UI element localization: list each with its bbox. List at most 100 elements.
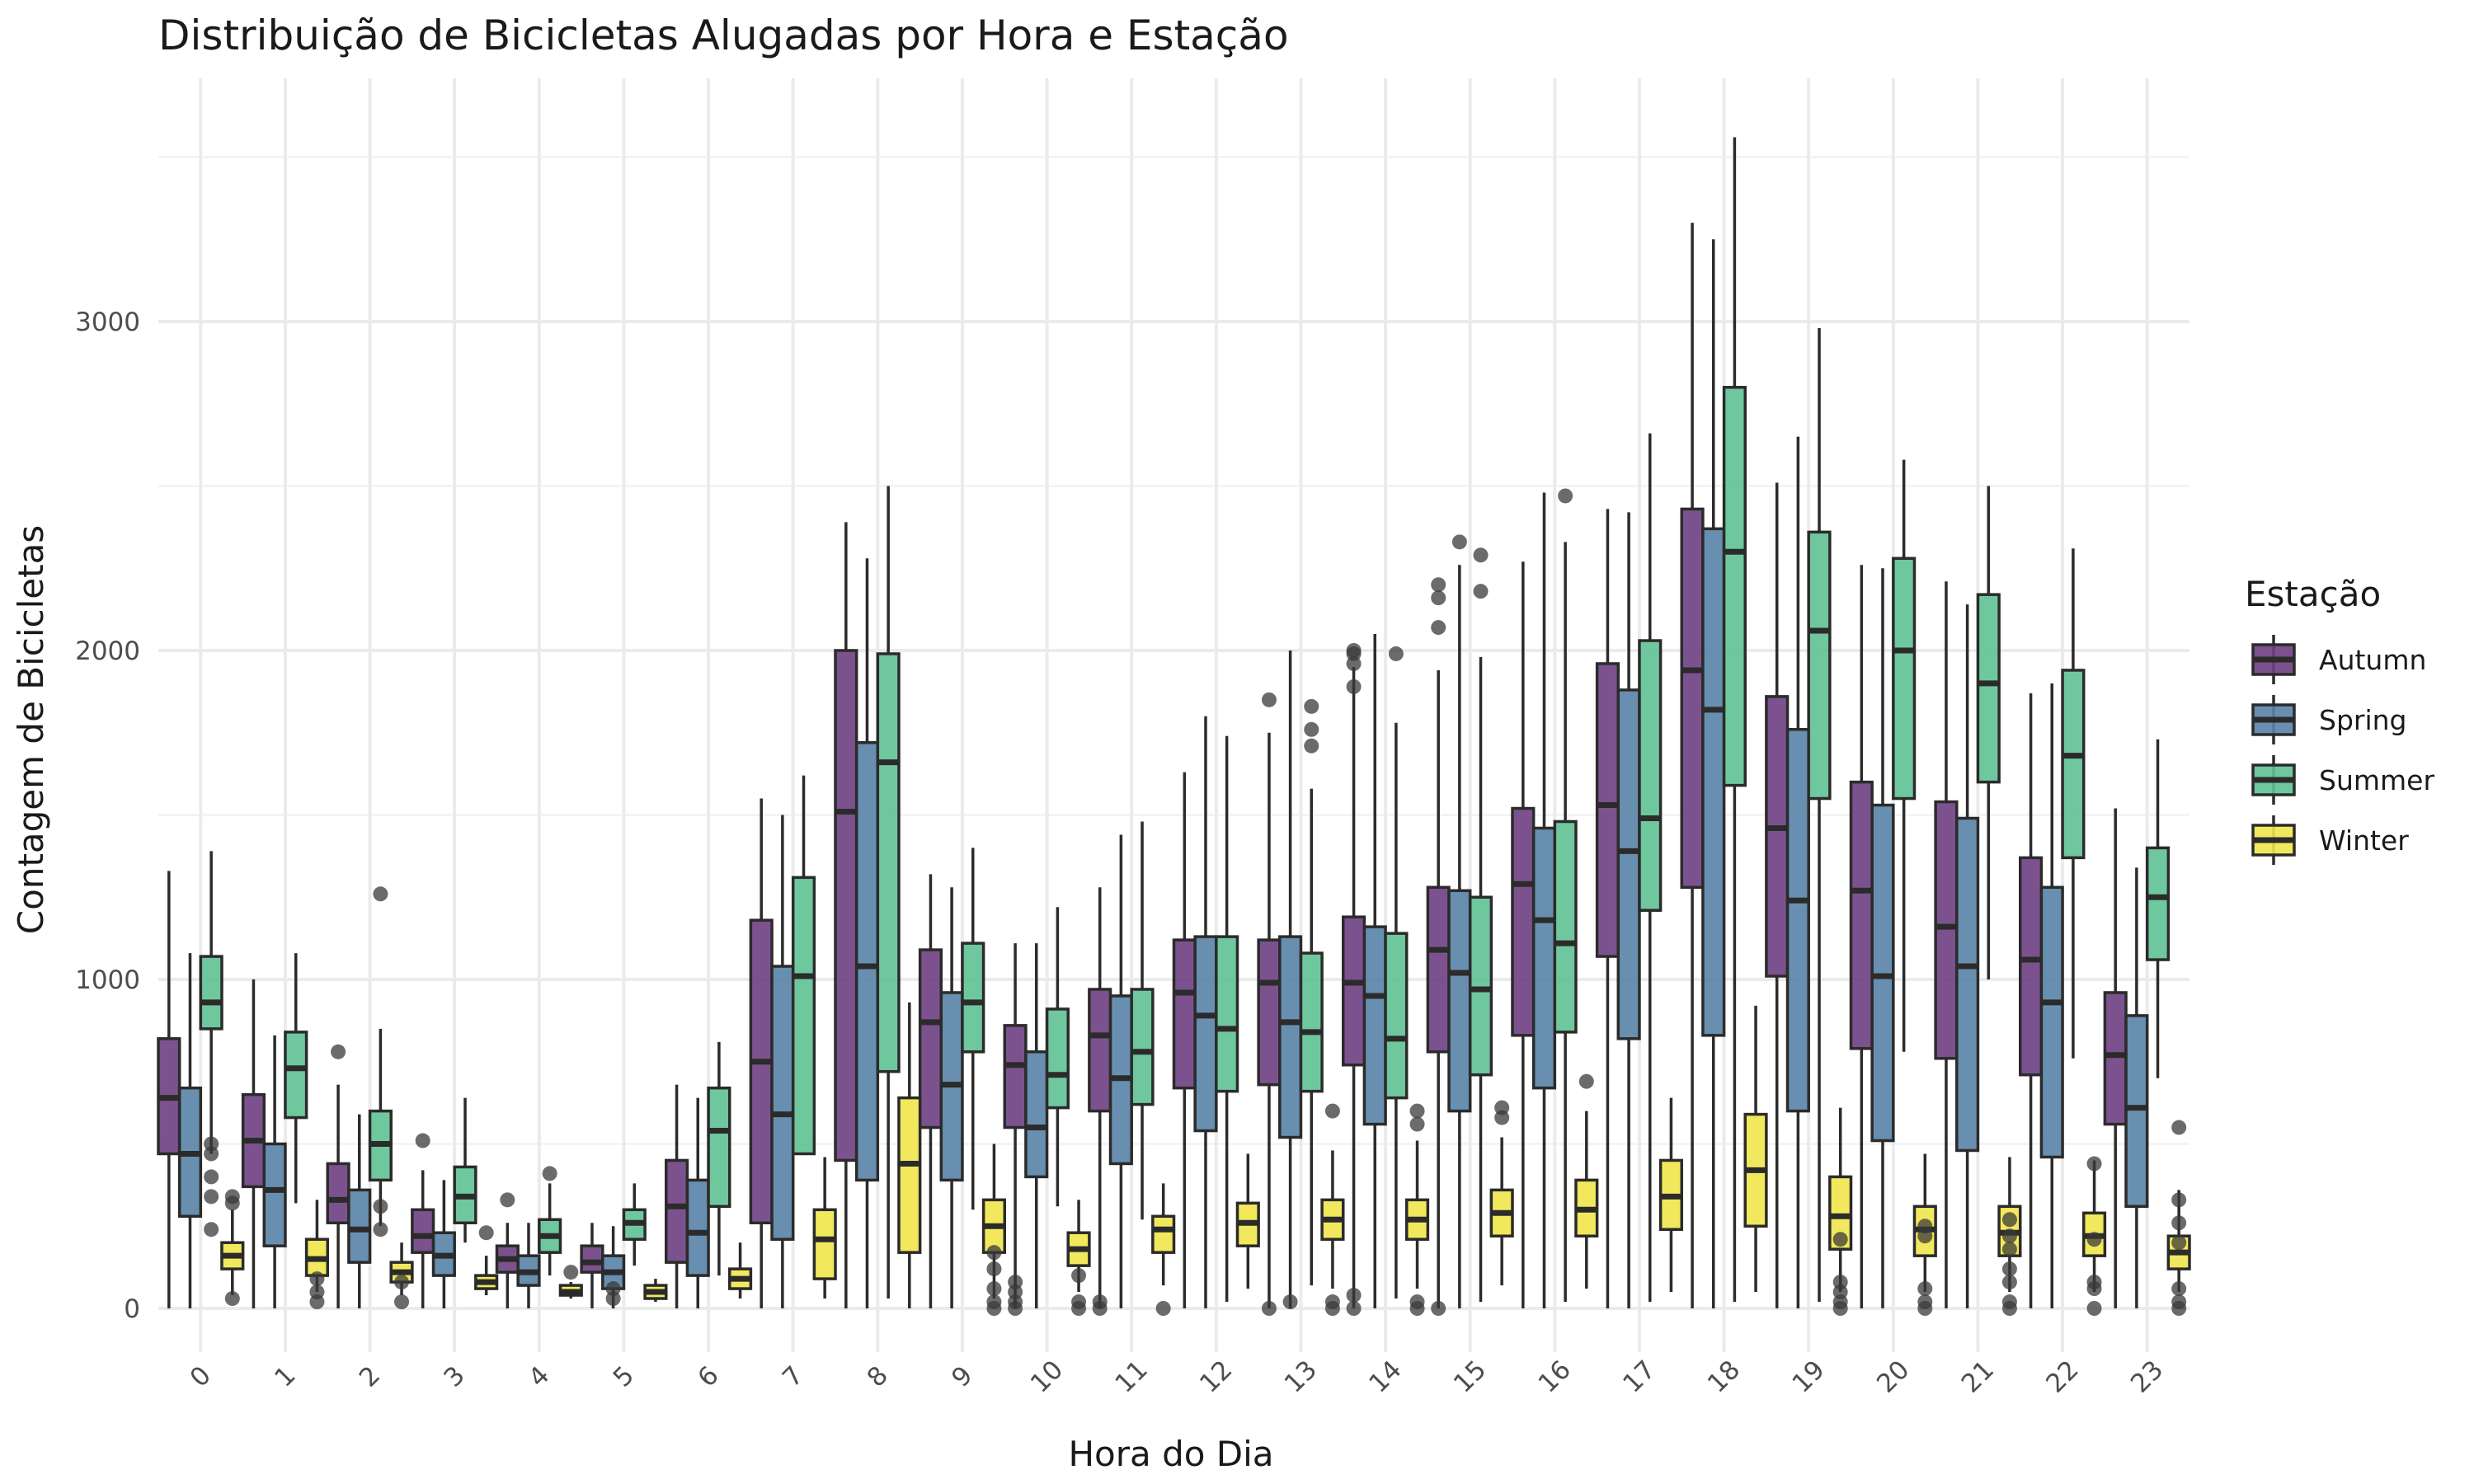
boxplot-summer-hour-14 bbox=[1384, 646, 1409, 1299]
outlier-point bbox=[1451, 534, 1467, 550]
x-tick-label: 0 bbox=[185, 1360, 217, 1392]
boxplot-autumn-hour-10 bbox=[1003, 943, 1028, 1316]
boxplot-autumn-hour-3 bbox=[411, 1133, 435, 1308]
outlier-point bbox=[986, 1281, 1002, 1297]
box-iqr bbox=[1151, 1214, 1176, 1254]
box-iqr bbox=[199, 955, 223, 1031]
boxplot-spring-hour-14 bbox=[1362, 634, 1387, 1308]
outlier-point bbox=[1832, 1275, 1848, 1290]
boxplot-winter-hour-17 bbox=[1658, 1097, 1683, 1293]
box-iqr bbox=[1934, 800, 1959, 1060]
outlier-point bbox=[2171, 1192, 2187, 1208]
x-tick-label: 14 bbox=[1363, 1355, 1407, 1398]
x-tick-labels: 0 1 2 3 4 5 6 7 8 9 10 11 12 13 14 15 16 17 18 19 20 21 22 23 bbox=[185, 1355, 2170, 1398]
boxplot-autumn-hour-5 bbox=[580, 1223, 604, 1308]
boxplot-summer-hour-8 bbox=[876, 486, 901, 1299]
boxplot-autumn-hour-6 bbox=[665, 1084, 689, 1308]
boxplot-autumn-hour-11 bbox=[1088, 887, 1112, 1316]
boxplot-winter-hour-8 bbox=[897, 1002, 922, 1308]
box-iqr bbox=[1595, 662, 1620, 958]
legend-item-winter: Winter bbox=[2251, 815, 2409, 865]
boxplot-spring-hour-20 bbox=[1870, 568, 1895, 1308]
box-iqr bbox=[770, 965, 795, 1241]
x-tick-label: 15 bbox=[1448, 1355, 1492, 1398]
boxplot-summer-hour-12 bbox=[1215, 735, 1239, 1303]
outlier-point bbox=[542, 1166, 557, 1181]
box-iqr bbox=[2124, 1014, 2149, 1209]
box-iqr bbox=[1215, 935, 1239, 1093]
boxplot-autumn-hour-17 bbox=[1595, 509, 1620, 1308]
boxplot-spring-hour-3 bbox=[431, 1180, 456, 1308]
legend-label: Winter bbox=[2319, 824, 2409, 857]
box-iqr bbox=[580, 1244, 604, 1274]
x-tick-label: 2 bbox=[354, 1360, 386, 1392]
outlier-point bbox=[1324, 1294, 1340, 1310]
box-iqr bbox=[2061, 669, 2086, 860]
boxplot-spring-hour-13 bbox=[1278, 650, 1303, 1310]
boxplot-autumn-hour-23 bbox=[2103, 808, 2128, 1308]
boxplot-summer-hour-6 bbox=[707, 1041, 731, 1276]
boxplot-autumn-hour-7 bbox=[749, 798, 774, 1308]
box-iqr bbox=[347, 1188, 372, 1264]
boxplot-winter-hour-13 bbox=[1320, 1103, 1345, 1316]
outlier-point bbox=[1155, 1301, 1171, 1316]
boxplot-summer-hour-1 bbox=[284, 953, 308, 1204]
box-iqr bbox=[326, 1162, 350, 1225]
boxplot-autumn-hour-22 bbox=[2019, 693, 2044, 1308]
outlier-point bbox=[1261, 692, 1277, 707]
box-iqr bbox=[918, 948, 943, 1129]
outlier-point bbox=[1431, 577, 1446, 593]
box-iqr bbox=[1531, 826, 1557, 1090]
boxplot-winter-hour-6 bbox=[727, 1242, 753, 1299]
boxplot-summer-hour-15 bbox=[1468, 547, 1493, 1303]
outlier-point bbox=[1388, 646, 1404, 661]
boxplot-autumn-hour-15 bbox=[1426, 577, 1451, 1316]
boxplot-winter-hour-7 bbox=[812, 1157, 837, 1299]
boxplot-autumn-hour-14 bbox=[1342, 643, 1366, 1316]
y-tick-label: 2000 bbox=[75, 636, 140, 666]
outlier-point bbox=[1346, 679, 1362, 694]
boxplot-autumn-hour-12 bbox=[1172, 772, 1197, 1308]
boxplot-spring-hour-16 bbox=[1531, 492, 1557, 1308]
boxplot-autumn-hour-13 bbox=[1257, 692, 1282, 1316]
box-iqr bbox=[1849, 780, 1874, 1050]
box-iqr bbox=[1468, 895, 1493, 1077]
x-tick-label: 6 bbox=[692, 1360, 724, 1392]
box-iqr bbox=[1701, 527, 1726, 1037]
x-tick-label: 5 bbox=[608, 1360, 640, 1392]
boxplot-summer-hour-2 bbox=[368, 886, 393, 1237]
outlier-point bbox=[2001, 1228, 2017, 1244]
outlier-point bbox=[373, 1222, 388, 1237]
boxplot-summer-hour-17 bbox=[1638, 433, 1663, 1303]
outlier-point bbox=[1346, 643, 1362, 658]
boxplot-spring-hour-9 bbox=[939, 887, 964, 1308]
box-iqr bbox=[2039, 885, 2064, 1159]
boxplot-summer-hour-18 bbox=[1722, 137, 1747, 1303]
outlier-point bbox=[2086, 1275, 2102, 1290]
boxplot-winter-hour-20 bbox=[1912, 1153, 1937, 1316]
outlier-point bbox=[1071, 1294, 1087, 1310]
box-iqr bbox=[1384, 932, 1409, 1100]
x-tick-label: 21 bbox=[1956, 1355, 2000, 1398]
x-tick-label: 20 bbox=[1871, 1355, 1915, 1398]
outlier-point bbox=[2171, 1215, 2187, 1231]
box-iqr bbox=[1088, 988, 1112, 1113]
outlier-point bbox=[1409, 1103, 1425, 1119]
outlier-point bbox=[1409, 1116, 1425, 1132]
boxplot-winter-hour-12 bbox=[1235, 1153, 1260, 1289]
boxplot-autumn-hour-9 bbox=[918, 874, 943, 1308]
outlier-point bbox=[1558, 488, 1573, 504]
boxplot-winter-hour-23 bbox=[2166, 1120, 2191, 1316]
box-iqr bbox=[2019, 856, 2044, 1077]
outlier-point bbox=[1324, 1103, 1340, 1119]
boxplot-spring-hour-18 bbox=[1701, 239, 1726, 1308]
box-iqr bbox=[1447, 889, 1472, 1113]
boxplots bbox=[157, 137, 2191, 1316]
y-tick-labels: 0 1000 2000 3000 bbox=[75, 308, 140, 1324]
boxplot-autumn-hour-18 bbox=[1680, 223, 1705, 1308]
x-tick-label: 8 bbox=[862, 1360, 894, 1392]
outlier-point bbox=[1431, 620, 1446, 636]
legend-label: Summer bbox=[2319, 764, 2434, 796]
boxplot-autumn-hour-4 bbox=[495, 1192, 520, 1308]
legend-label: Autumn bbox=[2319, 644, 2426, 676]
